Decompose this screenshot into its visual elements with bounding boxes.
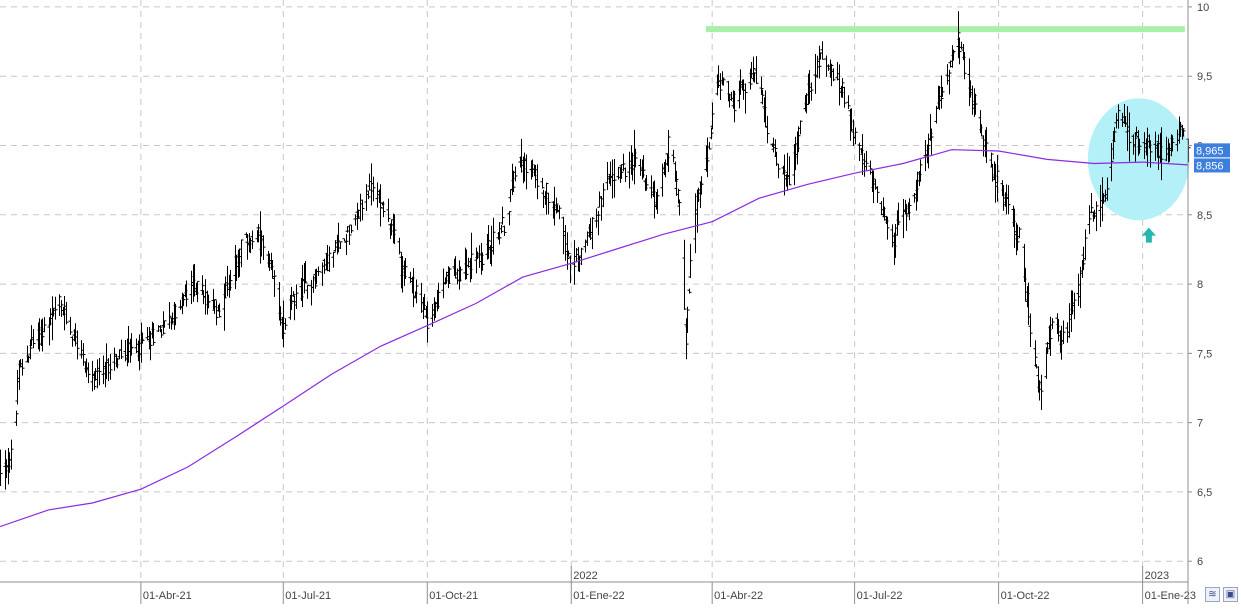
last-price-badge: [1194, 158, 1230, 173]
moving-average-line: [0, 149, 1189, 528]
x-tick-label: 01-Abr-22: [714, 590, 763, 602]
moving-average-layer: [0, 149, 1189, 528]
axes: 66,577,588,599,51001-Abr-2101-Jul-2101-O…: [0, 0, 1212, 604]
x-tick-label: 01-Jul-22: [857, 590, 903, 602]
arrow-layer: [1141, 227, 1156, 243]
save-icon[interactable]: ▣: [1223, 587, 1238, 602]
last-price-label: 8,965: [1196, 145, 1224, 157]
y-tick-label: 9,5: [1197, 71, 1212, 83]
y-tick-label: 10: [1197, 2, 1209, 14]
x-tick-label: 01-Abr-21: [143, 590, 192, 602]
y-tick-label: 6,5: [1197, 487, 1212, 499]
y-tick-label: 7,5: [1197, 348, 1212, 360]
x-tick-label: 01-Jul-21: [285, 590, 331, 602]
x-tick-label: 01-Oct-21: [429, 590, 478, 602]
x-tick-label: 01-Ene-22: [573, 590, 624, 602]
grid: [0, 0, 1188, 582]
highlight-ellipse: [1087, 98, 1190, 221]
y-tick-label: 8,5: [1197, 210, 1212, 222]
highlight-layer: [1087, 98, 1190, 221]
x-tick-label: 01-Ene-23: [1145, 590, 1196, 602]
y-tick-label: 6: [1197, 556, 1203, 568]
y-tick-label: 7: [1197, 418, 1203, 430]
last-price-label: 8,856: [1196, 160, 1224, 172]
y-tick-label: 8: [1197, 279, 1203, 291]
last-price-badge: [1194, 143, 1230, 158]
last-price-labels: 8,965 8,856: [1194, 143, 1230, 173]
up-arrow-icon: [1141, 227, 1156, 243]
x-tick-label: 01-Oct-22: [1001, 590, 1050, 602]
ohlc-bars: [0, 11, 1191, 490]
year-label: 2022: [573, 570, 597, 582]
scale-toggle-icon[interactable]: ≋: [1205, 587, 1220, 602]
year-label: 2023: [1145, 570, 1169, 582]
